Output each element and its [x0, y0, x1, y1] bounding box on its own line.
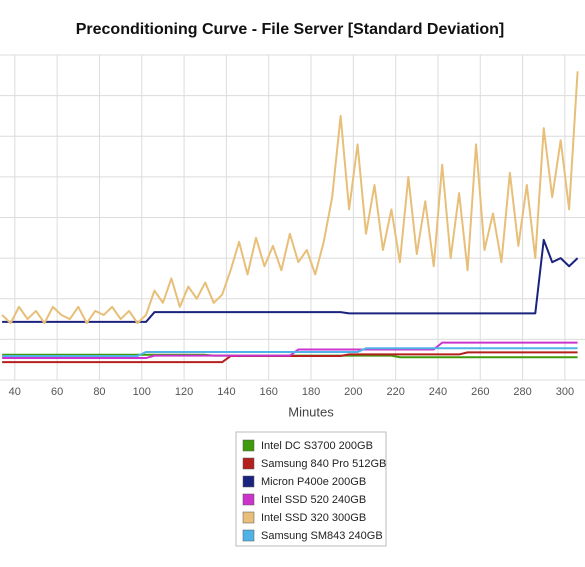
legend-label: Samsung 840 Pro 512GB — [261, 458, 386, 470]
x-tick-label: 200 — [344, 386, 362, 398]
series-line — [2, 347, 578, 358]
legend-label: Intel DC S3700 200GB — [261, 440, 373, 452]
legend-swatch — [242, 475, 255, 488]
x-tick-label: 80 — [93, 386, 105, 398]
x-tick-label: 220 — [386, 386, 404, 398]
x-tick-label: 100 — [133, 386, 151, 398]
legend-swatch — [242, 493, 255, 506]
legend-label: Intel SSD 320 300GB — [261, 512, 366, 524]
legend-swatch — [242, 511, 255, 524]
x-tick-label: 180 — [302, 386, 320, 398]
x-tick-label: 140 — [217, 386, 235, 398]
legend-label: Samsung SM843 240GB — [261, 530, 383, 542]
legend — [235, 431, 387, 547]
legend-label: Micron P400e 200GB — [261, 476, 366, 488]
series-line — [2, 341, 578, 360]
x-tick-label: 260 — [471, 386, 489, 398]
x-tick-label: 40 — [9, 386, 21, 398]
x-tick-label: 300 — [556, 386, 574, 398]
series-line — [1, 71, 579, 325]
legend-label: Intel SSD 520 240GB — [261, 494, 366, 506]
series-line — [2, 238, 579, 323]
x-axis-label: Minutes — [288, 404, 334, 419]
x-tick-label: 60 — [51, 386, 63, 398]
x-tick-label: 280 — [513, 386, 531, 398]
x-tick-label: 120 — [175, 386, 193, 398]
x-tick-label: 240 — [429, 386, 447, 398]
x-tick-label: 160 — [260, 386, 278, 398]
legend-swatch — [242, 529, 255, 542]
legend-swatch — [242, 439, 255, 452]
legend-swatch — [242, 457, 255, 470]
chart-title: Preconditioning Curve - File Server [Sta… — [76, 21, 505, 38]
